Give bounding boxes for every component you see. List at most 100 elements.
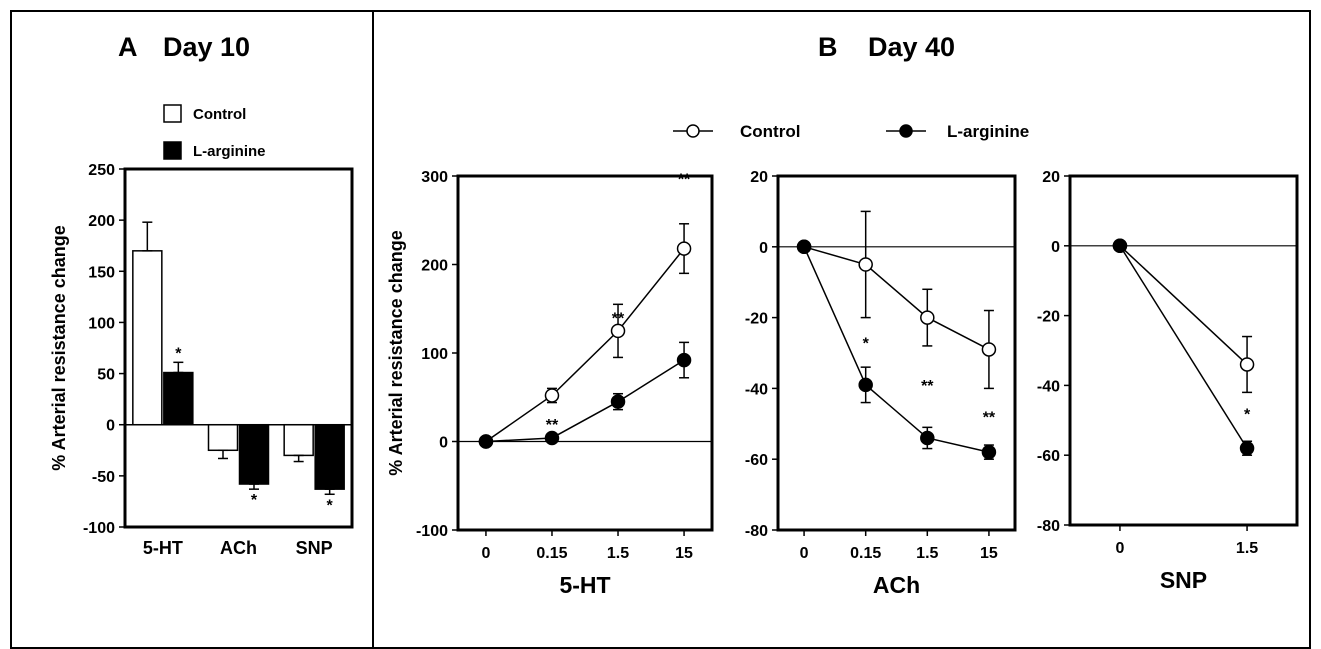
chart-a-ytick-label: -50 [92, 469, 115, 486]
chart-b-5ht-point-control [544, 388, 560, 403]
chart-a-ytick-label: 50 [97, 367, 115, 384]
chart-b-5ht-xlabel: 5-HT [559, 572, 610, 598]
chart-a-ytick-label: 250 [88, 162, 115, 179]
chart-b-ach-series-control-line [803, 246, 990, 351]
legend-b-treated-label: L-arginine [947, 122, 1029, 141]
chart-b-ach-xlabel: ACh [873, 572, 920, 598]
chart-b-ach-series-treated-line [803, 246, 990, 453]
chart-b-5ht-point-control [610, 323, 626, 339]
chart-a-ylabel: % Arterial resistance change [49, 225, 69, 470]
bar-treated [238, 423, 270, 485]
chart-b-5ht-ytick-label: 300 [421, 169, 448, 186]
chart-b-ach-point-treated [858, 377, 873, 393]
chart-b-snp-xtick-label: 1.5 [1236, 540, 1258, 557]
chart-b-snp-xlabel: SNP [1160, 567, 1207, 593]
panel-b-title: Day 40 [868, 32, 955, 62]
chart-b-5ht-xtick-label: 0 [481, 545, 490, 562]
chart-b-ach-ytick-label: 0 [759, 240, 768, 257]
chart-b-snp-point-treated [1112, 238, 1128, 254]
chart-b-ach-significance: ** [921, 378, 934, 395]
legend-b-treated-marker [899, 124, 913, 138]
chart-b-ach-ytick-label: 20 [750, 169, 768, 186]
bar-control [207, 423, 239, 452]
chart-a-category-label: ACh [220, 538, 257, 558]
panel-b-label: B [818, 32, 838, 62]
chart-b-5ht-ytick-label: -100 [416, 523, 448, 540]
chart-b-5ht-xtick-label: 0.15 [536, 545, 567, 562]
chart-b-snp-ytick-label: -20 [1037, 309, 1060, 326]
chart-b-5ht-point-treated [544, 430, 560, 446]
chart-b-ach-point-control [981, 342, 997, 357]
chart-b-snp: -80 -60 -40 -20 0 20 0 1.5 * SNP [1037, 169, 1299, 593]
chart-a-category-label: 5-HT [143, 538, 183, 558]
chart-b-5ht-series-control-line [485, 248, 685, 443]
chart-b-snp-plot-frame [1068, 174, 1299, 527]
chart-b-5ht-series-treated-line [485, 359, 685, 443]
panel-a-label: A [118, 32, 138, 62]
bar-treated [314, 423, 345, 490]
chart-a-significance: * [251, 492, 258, 509]
chart-b-snp-ytick-label: -80 [1037, 518, 1060, 535]
legend-a-control-swatch [163, 104, 182, 123]
bar-control [132, 250, 163, 426]
chart-b-snp-ytick-label: 20 [1042, 169, 1060, 186]
chart-b-ach-point-control [858, 257, 873, 272]
chart-b-5ht-point-control [676, 241, 692, 256]
chart-b-snp-ytick-label: -60 [1037, 448, 1060, 465]
chart-b-5ht-significance: ** [678, 172, 691, 189]
chart-b-5ht-significance: ** [546, 417, 559, 434]
chart-a-ytick-label: 0 [106, 418, 115, 435]
chart-b-ach-point-treated [796, 239, 812, 255]
chart-b-5ht-ytick-label: 0 [439, 435, 448, 452]
legend-a-treated-swatch [163, 141, 182, 160]
chart-b-ach-point-control [920, 310, 935, 325]
chart-a-ytick-label: 100 [88, 315, 115, 332]
chart-b-5ht: -100 0 100 200 300 0 0.15 1.5 15 ** ** ** 5-HT % Arte… [386, 169, 714, 598]
chart-b-ach-point-treated [920, 430, 935, 446]
chart-b-ach-xtick-label: 0 [800, 545, 809, 562]
legend-a-control-label: Control [193, 106, 246, 123]
chart-b-ach-xtick-label: 1.5 [916, 545, 938, 562]
chart-a-plot-frame [123, 167, 354, 529]
chart-a-ytick-label: -100 [83, 520, 115, 537]
chart-b-5ht-xtick-label: 15 [675, 545, 693, 562]
legend-b-control-marker [686, 124, 700, 138]
legend-a-treated-label: L-arginine [193, 143, 266, 160]
figure-frame [10, 10, 1311, 649]
chart-b-snp-series-treated-line [1119, 245, 1248, 449]
bar-control [283, 423, 314, 457]
chart-b-ach-ytick-label: -20 [745, 311, 768, 328]
chart-b-5ht-point-treated [610, 394, 626, 409]
chart-b-ach-plot-frame [776, 174, 1017, 532]
chart-a-significance: * [175, 346, 182, 363]
chart-b-ach-significance: * [863, 335, 870, 352]
chart-a-ytick-label: 200 [88, 213, 115, 230]
chart-b-ach-xtick-label: 15 [980, 545, 998, 562]
chart-b-ach-point-treated [981, 444, 997, 460]
chart-b-snp-ytick-label: 0 [1051, 239, 1060, 256]
chart-b-ach-xtick-label: 0.15 [850, 545, 881, 562]
bar-treated [163, 371, 194, 426]
chart-b-snp-xtick-label: 0 [1115, 540, 1124, 557]
chart-b-5ht-ytick-label: 200 [421, 258, 448, 275]
chart-b-snp-point-treated [1239, 440, 1255, 456]
chart-b-snp-point-control [1239, 357, 1255, 372]
chart-a-significance: * [327, 497, 334, 514]
chart-b-5ht-plot-frame [456, 174, 714, 532]
chart-b-5ht-xtick-label: 1.5 [607, 545, 629, 562]
chart-b-ach-ytick-label: -40 [745, 381, 768, 398]
chart-b-5ht-significance: ** [612, 311, 625, 328]
chart-b-ach-ytick-label: -60 [745, 452, 768, 469]
chart-b-ach-ytick-label: -80 [745, 523, 768, 540]
chart-b-snp-significance: * [1244, 406, 1251, 423]
panel-a-title: Day 10 [163, 32, 250, 62]
chart-b-snp-series-control-line [1119, 245, 1248, 366]
chart-a-ytick-label: 150 [88, 264, 115, 281]
chart-b-5ht-ytick-label: 100 [421, 346, 448, 363]
chart-b-5ht-point-treated [478, 434, 494, 449]
chart-b-5ht-point-treated [676, 352, 692, 368]
chart-a-bars: -100 -50 0 50 100 150 200 250 5-HT ACh SNP * * * % Art… [49, 162, 354, 558]
chart-b-snp-ytick-label: -40 [1037, 378, 1060, 395]
